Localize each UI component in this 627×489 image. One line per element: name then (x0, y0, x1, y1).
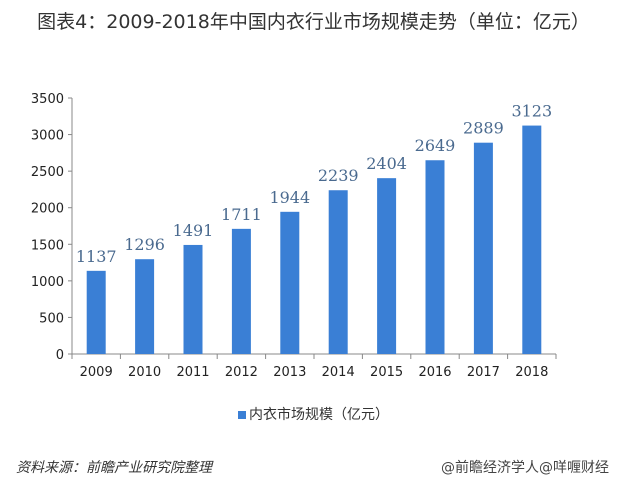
data-label: 1944 (269, 188, 310, 207)
bar (522, 125, 542, 354)
legend: 内衣市场规模（亿元） (0, 404, 627, 424)
data-label: 2239 (318, 166, 359, 185)
x-tick-label: 2010 (128, 365, 161, 380)
bar (183, 244, 203, 354)
x-tick-label: 2013 (273, 365, 306, 380)
bar (280, 211, 300, 354)
y-tick-label: 3500 (31, 92, 64, 107)
data-label: 2889 (463, 119, 504, 138)
data-label: 1491 (173, 221, 214, 240)
x-tick-label: 2016 (418, 365, 451, 380)
bar (86, 270, 106, 354)
x-tick-label: 2015 (370, 365, 403, 380)
bar (425, 160, 445, 354)
x-tick-label: 2012 (225, 365, 258, 380)
data-label: 2649 (415, 136, 456, 155)
x-tick-label: 2009 (80, 365, 113, 380)
bar (328, 190, 348, 354)
y-tick-label: 2000 (31, 202, 64, 217)
legend-label: 内衣市场规模（亿元） (249, 407, 389, 423)
bar (135, 259, 155, 354)
source-note: 资料来源：前瞻产业研究院整理 (16, 460, 212, 476)
bar-chart: 0 500 1000 1500 2000 2500 3000 3500 1137 2009 1296… (31, 92, 557, 380)
x-tick-label: 2011 (176, 365, 209, 380)
data-label: 2404 (366, 154, 407, 173)
y-tick-label: 0 (56, 348, 64, 363)
data-label: 1711 (221, 205, 262, 224)
legend-swatch (238, 411, 246, 419)
watermark: @前瞻经济学人@咩喱财经 (441, 460, 609, 476)
data-label: 3123 (511, 102, 552, 121)
data-label: 1137 (76, 247, 117, 266)
bar (377, 178, 397, 354)
bar (473, 142, 493, 354)
data-label: 1296 (124, 235, 165, 254)
bar (231, 228, 251, 354)
x-tick-label: 2017 (467, 365, 500, 380)
y-tick-label: 1500 (31, 238, 64, 253)
y-tick-label: 2500 (31, 165, 64, 180)
y-tick-label: 1000 (31, 275, 64, 290)
y-tick-label: 3000 (31, 129, 64, 144)
x-tick-label: 2018 (515, 365, 548, 380)
chart-title: 图表4：2009-2018年中国内衣行业市场规模走势（单位：亿元） (37, 11, 590, 33)
x-tick-label: 2014 (322, 365, 355, 380)
y-tick-label: 500 (39, 311, 64, 326)
